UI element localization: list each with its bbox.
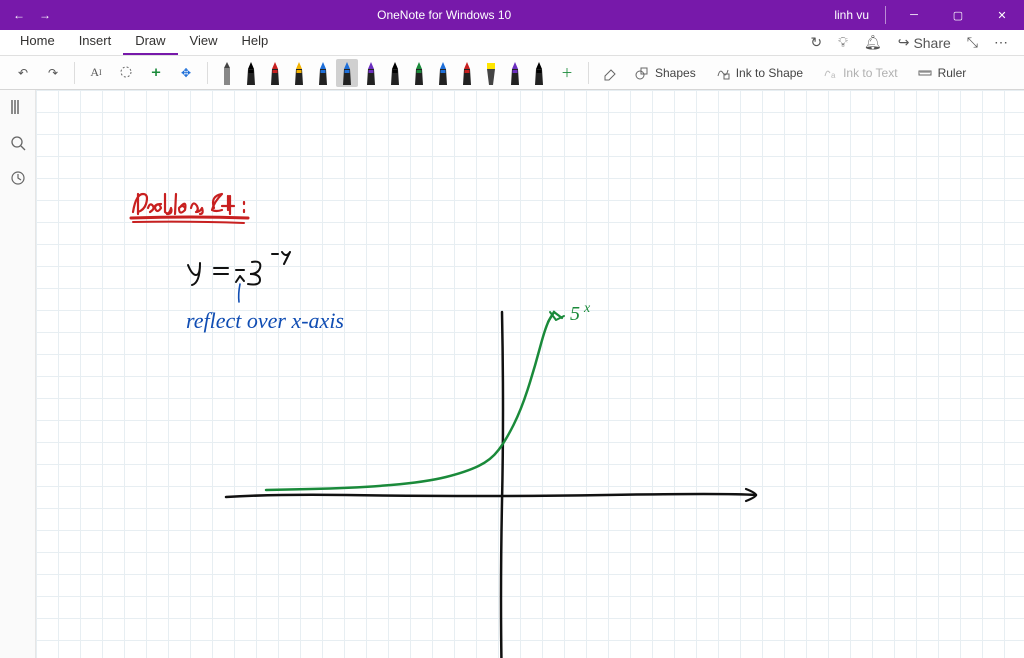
tab-home[interactable]: Home <box>8 29 67 55</box>
shapes-label: Shapes <box>655 66 696 80</box>
titlebar: ← → OneNote for Windows 10 linh vu ─ ▢ ✕ <box>0 0 1024 30</box>
ink-to-shape-icon <box>716 66 730 80</box>
forward-button[interactable]: → <box>34 8 56 22</box>
eraser-button[interactable] <box>597 60 623 86</box>
shapes-icon <box>635 66 649 80</box>
maximize-button[interactable]: ▢ <box>936 9 980 22</box>
ink-to-shape-label: Ink to Shape <box>736 66 803 80</box>
back-button[interactable]: ← <box>8 8 30 22</box>
ink-layer: reflect over x-axis 5x <box>36 90 1024 658</box>
pen-6[interactable] <box>360 59 382 87</box>
svg-text:5: 5 <box>570 303 580 325</box>
close-button[interactable]: ✕ <box>980 9 1024 22</box>
divider <box>885 6 886 24</box>
svg-text:x: x <box>583 301 591 316</box>
svg-text:a: a <box>831 71 836 80</box>
svg-text:reflect over x-axis: reflect over x-axis <box>186 308 344 333</box>
more-icon[interactable]: ⋯ <box>994 34 1008 51</box>
panning-button[interactable]: ✥ <box>173 60 199 86</box>
pen-4[interactable] <box>312 59 334 87</box>
undo-button[interactable]: ↶ <box>10 60 36 86</box>
share-icon: ↪ <box>898 34 910 51</box>
pen-13[interactable] <box>528 59 550 87</box>
redo-button[interactable]: ↷ <box>40 60 66 86</box>
pen-11[interactable] <box>480 59 502 87</box>
pen-2[interactable] <box>264 59 286 87</box>
notebooks-icon[interactable] <box>9 98 27 121</box>
pen-8[interactable] <box>408 59 430 87</box>
ruler-label: Ruler <box>938 66 967 80</box>
share-label: Share <box>913 35 950 51</box>
ink-to-shape-button[interactable]: Ink to Shape <box>708 60 811 86</box>
tab-help[interactable]: Help <box>230 29 281 55</box>
pen-7[interactable] <box>384 59 406 87</box>
pen-1[interactable] <box>240 59 262 87</box>
pen-gallery <box>216 59 550 87</box>
left-sidebar <box>0 90 36 658</box>
share-button[interactable]: ↪ Share <box>898 34 951 51</box>
menubar: HomeInsertDrawViewHelp ↻ 💡︎ 🔔︎ ↪ Share ⤡… <box>0 30 1024 56</box>
recent-icon[interactable] <box>10 170 26 191</box>
search-icon[interactable] <box>10 135 26 156</box>
pen-3[interactable] <box>288 59 310 87</box>
ink-to-text-icon: a <box>823 66 837 80</box>
pen-5[interactable] <box>336 59 358 87</box>
ink-to-text-button: a Ink to Text <box>815 60 905 86</box>
pen-9[interactable] <box>432 59 454 87</box>
tab-draw[interactable]: Draw <box>123 29 177 55</box>
separator <box>207 62 208 84</box>
tab-view[interactable]: View <box>178 29 230 55</box>
lightbulb-icon[interactable]: 💡︎ <box>838 34 848 51</box>
separator <box>74 62 75 84</box>
pen-0[interactable] <box>216 59 238 87</box>
main-area: reflect over x-axis 5x <box>0 90 1024 658</box>
text-tool-button[interactable]: AI <box>83 60 109 86</box>
ruler-button[interactable]: Ruler <box>910 60 975 86</box>
pen-10[interactable] <box>456 59 478 87</box>
lasso-tool-button[interactable] <box>113 60 139 86</box>
pen-12[interactable] <box>504 59 526 87</box>
canvas[interactable]: reflect over x-axis 5x <box>36 90 1024 658</box>
notifications-icon[interactable]: 🔔︎ <box>864 34 882 51</box>
sync-icon[interactable]: ↻ <box>810 34 822 51</box>
ink-to-text-label: Ink to Text <box>843 66 897 80</box>
user-name[interactable]: linh vu <box>824 8 879 22</box>
add-page-button[interactable]: ➕︎ <box>143 60 169 86</box>
fullscreen-icon[interactable]: ⤡ <box>967 34 978 51</box>
ruler-icon <box>918 66 932 80</box>
app-title: OneNote for Windows 10 <box>64 8 824 22</box>
separator <box>588 62 589 84</box>
add-pen-button[interactable]: ＋ <box>554 60 580 86</box>
shapes-button[interactable]: Shapes <box>627 60 704 86</box>
minimize-button[interactable]: ─ <box>892 9 936 22</box>
tab-insert[interactable]: Insert <box>67 29 124 55</box>
draw-toolbar: ↶ ↷ AI ➕︎ ✥ ＋ Shapes Ink to Shape a Ink … <box>0 56 1024 90</box>
